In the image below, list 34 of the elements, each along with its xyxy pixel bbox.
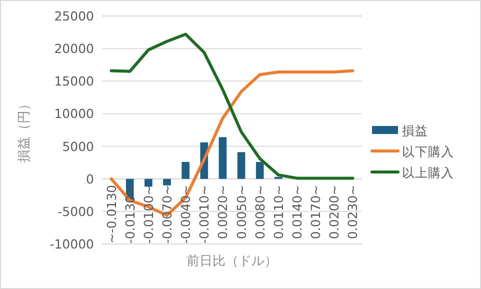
x-tick-label: 0.0140~ — [290, 184, 304, 240]
x-tick-label: -0.0040~ — [178, 184, 194, 244]
y-tick-label: 20000 — [54, 41, 94, 56]
y-tick-label: 15000 — [54, 74, 94, 89]
x-tick-label: 0.0020~ — [215, 184, 230, 240]
bar — [237, 152, 246, 179]
x-tick-label: 0.0230~ — [345, 184, 360, 240]
y-tick-label: 10000 — [54, 106, 94, 122]
x-tick-label: -0.0130~ — [122, 184, 138, 244]
y-tick-label: 5000 — [62, 138, 94, 154]
x-tick-label: 0.0080~ — [252, 184, 268, 240]
bar — [218, 137, 227, 179]
x-tick-label: 0.0170~ — [308, 184, 324, 240]
legend-label: 以下購入 — [402, 144, 454, 159]
x-tick-label: -0.0070~ — [160, 184, 174, 244]
line-series — [110, 32, 354, 180]
x-axis-title: 前日比（ドル） — [186, 254, 278, 269]
x-tick-label: 0.0200~ — [326, 184, 342, 240]
y-axis-title: 損益（円） — [17, 98, 32, 162]
bar — [182, 162, 190, 179]
bar — [256, 162, 264, 179]
x-tick-label: 0.0050~ — [234, 184, 249, 240]
y-tick-label: -5000 — [58, 204, 94, 219]
bar — [163, 178, 171, 186]
legend-label: 以上購入 — [402, 165, 454, 180]
x-tick-label: 0.0110~ — [270, 184, 286, 240]
bar — [144, 178, 152, 187]
legend-label: 損益 — [402, 123, 428, 138]
y-tick-label: 25000 — [54, 8, 94, 24]
x-tick-label: -0.0100~ — [140, 184, 156, 244]
y-tick-label: -10000 — [50, 236, 94, 252]
y-tick-label: 0 — [86, 171, 94, 186]
x-tick-label: ~-0.0130 — [104, 184, 119, 244]
x-tick-label: -0.0010~ — [196, 184, 212, 244]
